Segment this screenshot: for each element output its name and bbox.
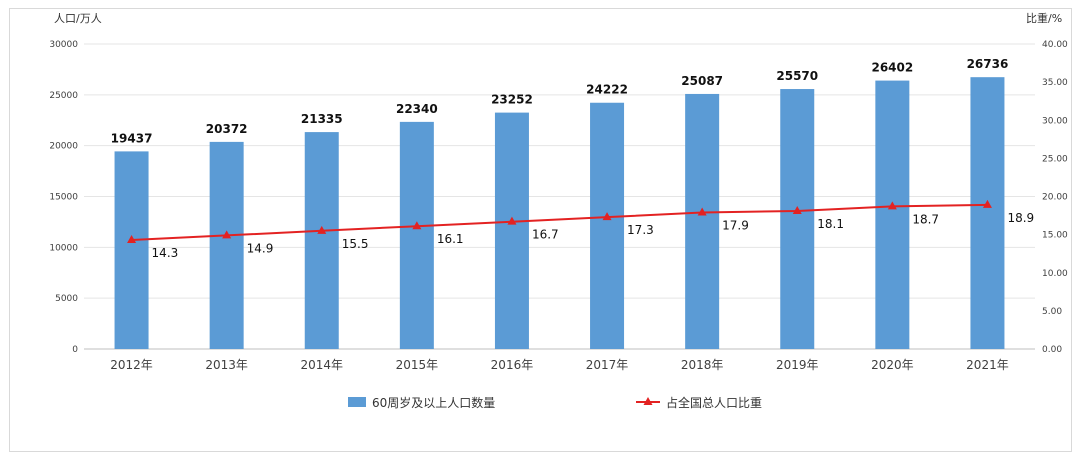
line-point <box>317 225 327 234</box>
left-tick-label: 30000 <box>49 40 78 50</box>
right-tick-label: 10.00 <box>1042 269 1068 279</box>
chart-frame <box>9 8 1072 452</box>
x-tick-label: 2019年 <box>776 358 819 372</box>
right-tick-label: 30.00 <box>1042 116 1068 126</box>
right-tick-label: 25.00 <box>1042 154 1068 164</box>
bar-value-label: 19437 <box>111 131 153 145</box>
left-tick-label: 10000 <box>49 243 78 253</box>
right-tick-label: 15.00 <box>1042 231 1068 241</box>
right-tick-label: 35.00 <box>1042 78 1068 88</box>
right-axis-unit: 比重/% <box>1026 11 1062 25</box>
line-path <box>131 203 988 241</box>
line-point <box>887 201 897 210</box>
right-tick-label: 0.00 <box>1042 345 1062 355</box>
right-tick-label: 20.00 <box>1042 193 1068 203</box>
bar <box>304 132 339 349</box>
legend-bar-swatch <box>348 397 366 407</box>
x-tick-label: 2017年 <box>586 358 629 372</box>
left-tick-label: 0 <box>72 345 78 355</box>
line-point <box>602 212 612 221</box>
bar <box>209 141 244 349</box>
line-point <box>697 207 707 216</box>
x-tick-label: 2016年 <box>491 358 534 372</box>
line-value-label: 18.9 <box>1007 211 1034 225</box>
line-value-label: 18.7 <box>912 212 939 226</box>
x-tick-label: 2013年 <box>205 358 248 372</box>
line-point <box>507 216 517 225</box>
right-tick-label: 40.00 <box>1042 40 1068 50</box>
bar-value-label: 24222 <box>586 83 628 97</box>
x-tick-label: 2015年 <box>396 358 439 372</box>
right-axis-ticks: 0.00 5.00 10.00 15.00 20.00 25.00 30.00 35.00 40… <box>1042 40 1068 355</box>
left-tick-label: 25000 <box>49 91 78 101</box>
bar-value-labels: 19437 20372 21335 22340 23252 24222 25087 25570… <box>111 57 1009 145</box>
legend: 60周岁及以上人口数量 占全国总人口比重 <box>348 395 762 410</box>
line-value-label: 16.1 <box>437 232 464 246</box>
line-value-label: 15.5 <box>342 237 369 251</box>
left-axis-unit: 人口/万人 <box>54 12 102 25</box>
line-value-label: 14.9 <box>247 241 274 255</box>
legend-bar-label: 60周岁及以上人口数量 <box>372 395 495 410</box>
line-point <box>792 205 802 214</box>
left-tick-label: 15000 <box>49 193 78 203</box>
line-point <box>412 221 422 230</box>
line-point <box>222 230 232 239</box>
bar <box>780 89 815 349</box>
left-tick-label: 5000 <box>55 294 78 304</box>
line-value-label: 16.7 <box>532 228 559 242</box>
x-axis-ticks: 2012年 2013年 2014年 2015年 2016年 2017年 2018年 2019年… <box>110 358 1008 372</box>
line-value-label: 17.9 <box>722 219 749 233</box>
line-value-label: 18.1 <box>817 217 844 231</box>
bar-value-label: 26736 <box>967 57 1009 71</box>
bar <box>399 121 434 349</box>
x-tick-label: 2021年 <box>966 358 1009 372</box>
left-axis-ticks: 0 5000 10000 15000 20000 25000 30000 <box>49 40 78 355</box>
x-tick-label: 2012年 <box>110 358 153 372</box>
bar-value-label: 21335 <box>301 112 343 126</box>
bar-value-label: 22340 <box>396 102 438 116</box>
bar-value-label: 25570 <box>776 69 818 83</box>
x-tick-label: 2014年 <box>300 358 343 372</box>
legend-line-marker <box>643 397 653 405</box>
bar-value-label: 26402 <box>871 61 913 75</box>
bar <box>875 80 910 350</box>
bar <box>114 151 149 349</box>
legend-line-label: 占全国总人口比重 <box>666 395 762 410</box>
bar-value-label: 20372 <box>206 122 248 136</box>
bar <box>494 112 529 349</box>
bar-series <box>114 77 1005 350</box>
line-value-label: 14.3 <box>152 246 179 260</box>
bar-value-label: 23252 <box>491 93 533 107</box>
bar <box>590 102 625 349</box>
bar-value-label: 25087 <box>681 74 723 88</box>
line-point <box>982 199 992 208</box>
line-value-label: 17.3 <box>627 223 654 237</box>
line-value-labels: 14.3 14.9 15.5 16.1 16.7 17.3 17.9 18.1 18.7 18.9 <box>152 211 1035 260</box>
x-tick-label: 2020年 <box>871 358 914 372</box>
line-point <box>127 234 137 243</box>
right-tick-label: 5.00 <box>1042 307 1062 317</box>
left-tick-label: 20000 <box>49 142 78 152</box>
bar <box>970 77 1005 350</box>
x-tick-label: 2018年 <box>681 358 724 372</box>
line-series <box>127 199 992 243</box>
bar <box>685 93 720 350</box>
